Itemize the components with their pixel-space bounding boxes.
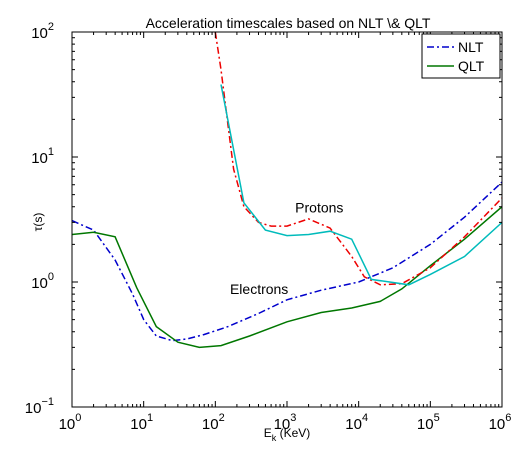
x-axis-label-main: E <box>264 426 272 440</box>
x-tick-label: 106 <box>489 412 512 433</box>
x-tick-label-exponent: 2 <box>219 412 225 424</box>
y-tick-label-exponent: 0 <box>48 271 54 283</box>
x-tick-label-base: 10 <box>489 416 506 433</box>
y-tick-label-exponent: −1 <box>41 396 54 408</box>
annotations: Protons Electrons <box>230 199 343 297</box>
axis-ticks <box>71 31 503 408</box>
legend-box <box>421 33 501 79</box>
series-line-1 <box>72 181 502 342</box>
x-tick-label-exponent: 3 <box>290 412 296 424</box>
chart-title: Acceleration timescales based on NLT \& … <box>146 15 431 31</box>
annotation-protons: Protons <box>295 199 343 215</box>
y-tick-label-exponent: 2 <box>48 21 54 33</box>
x-tick-label-base: 10 <box>130 416 147 433</box>
legend-label-nlt: NLT <box>458 39 484 55</box>
plot-area <box>72 32 502 349</box>
x-tick-label-exponent: 0 <box>75 412 81 424</box>
y-tick-label-base: 10 <box>25 400 42 417</box>
x-axis-label-subscript: k <box>272 433 277 443</box>
x-tick-label-base: 10 <box>202 416 219 433</box>
x-tick-label: 100 <box>59 412 82 433</box>
x-tick-label: 101 <box>130 412 153 433</box>
y-tick-label-base: 10 <box>31 275 48 292</box>
x-tick-label-exponent: 1 <box>147 412 153 424</box>
x-tick-label-exponent: 4 <box>362 412 368 424</box>
y-tick-label-exponent: 1 <box>48 146 54 158</box>
y-axis-label: τ(s) <box>31 213 45 232</box>
x-tick-label-base: 10 <box>274 416 291 433</box>
x-tick-label: 102 <box>202 412 225 433</box>
series-line-4 <box>220 84 502 286</box>
y-tick-label-base: 10 <box>31 25 48 42</box>
x-tick-label: 103 <box>274 412 297 433</box>
series-line-3 <box>214 32 502 286</box>
y-tick-label: 101 <box>31 146 54 167</box>
y-tick-label: 102 <box>31 21 54 42</box>
y-tick-label: 100 <box>31 271 54 292</box>
annotation-electrons: Electrons <box>230 281 288 297</box>
x-tick-label-exponent: 6 <box>505 412 511 424</box>
x-tick-label-exponent: 5 <box>434 412 440 424</box>
x-tick-label-base: 10 <box>417 416 434 433</box>
legend-label-qlt: QLT <box>458 58 485 74</box>
x-tick-label: 105 <box>417 412 440 433</box>
x-tick-label-base: 10 <box>345 416 362 433</box>
y-tick-label-base: 10 <box>31 150 48 167</box>
x-axis-label-unit: (KeV) <box>276 426 310 440</box>
x-axis-label: Ek (KeV) <box>264 426 311 443</box>
x-tick-label-base: 10 <box>59 416 76 433</box>
y-tick-label: 10−1 <box>25 396 54 417</box>
series-line-2 <box>72 206 502 349</box>
x-tick-label: 104 <box>345 412 368 433</box>
legend: NLT QLT <box>421 33 501 79</box>
